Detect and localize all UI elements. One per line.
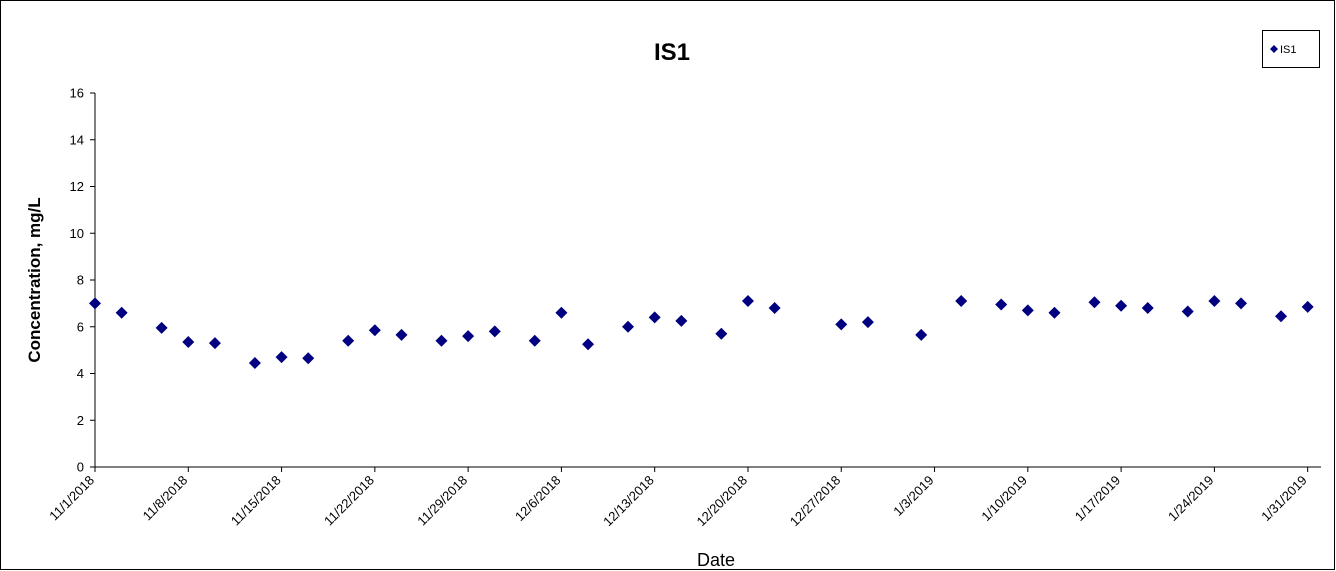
data-point xyxy=(275,351,288,364)
data-points xyxy=(89,295,1314,369)
data-point xyxy=(955,295,968,308)
data-point xyxy=(622,320,635,333)
data-point xyxy=(675,314,688,327)
data-point xyxy=(248,356,261,369)
data-point xyxy=(395,328,408,341)
legend-label: IS1 xyxy=(1280,44,1297,56)
data-point xyxy=(528,334,541,347)
data-point xyxy=(768,302,781,315)
data-point xyxy=(302,352,315,365)
legend: IS1 xyxy=(1262,30,1320,68)
data-point xyxy=(1301,300,1314,313)
data-point xyxy=(1181,305,1194,318)
y-ticks: 0 2 4 6 8 10 12 14 16 xyxy=(70,86,95,475)
data-point xyxy=(435,334,448,347)
data-point xyxy=(995,298,1008,311)
data-point xyxy=(861,316,874,329)
data-point xyxy=(182,335,195,348)
y-tick-label: 0 xyxy=(77,460,84,475)
data-point xyxy=(1021,304,1034,317)
y-tick-label: 8 xyxy=(77,273,84,288)
y-tick-label: 14 xyxy=(70,132,84,147)
data-point xyxy=(1088,296,1101,309)
data-point xyxy=(835,318,848,331)
data-point xyxy=(155,321,168,334)
data-point xyxy=(1115,299,1128,312)
data-point xyxy=(1235,297,1248,310)
data-point xyxy=(462,330,475,343)
data-point xyxy=(1048,306,1061,319)
y-tick-label: 10 xyxy=(70,226,84,241)
y-tick-label: 16 xyxy=(70,86,84,101)
data-point xyxy=(488,325,501,338)
data-point xyxy=(915,328,928,341)
data-point xyxy=(115,306,128,319)
y-tick-label: 2 xyxy=(77,413,84,428)
legend-marker xyxy=(1270,45,1278,53)
y-tick-label: 6 xyxy=(77,319,84,334)
data-point xyxy=(1275,310,1288,323)
y-tick-label: 4 xyxy=(77,366,84,381)
data-point xyxy=(555,306,568,319)
y-axis-label: Concentration, mg/L xyxy=(25,197,44,362)
data-point xyxy=(715,327,728,340)
data-point xyxy=(368,324,381,337)
x-axis-label: Date xyxy=(697,550,735,570)
data-point xyxy=(342,334,355,347)
data-point xyxy=(208,337,221,350)
data-point xyxy=(89,297,101,310)
data-point xyxy=(1141,302,1154,315)
data-point xyxy=(648,311,661,324)
data-point xyxy=(1208,295,1221,308)
chart-title: IS1 xyxy=(654,39,690,66)
data-point xyxy=(582,338,595,351)
y-tick-label: 12 xyxy=(70,179,84,194)
data-point xyxy=(741,295,754,308)
